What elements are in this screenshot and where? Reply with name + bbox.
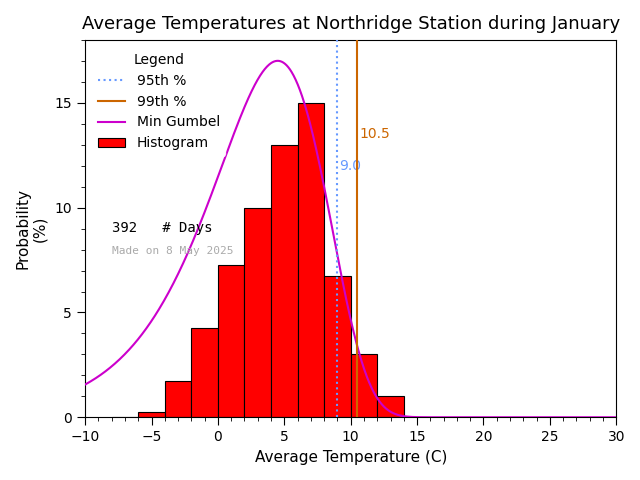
Bar: [244, 208, 271, 417]
X-axis label: Average Temperature (C): Average Temperature (C): [255, 450, 447, 465]
Title: Average Temperatures at Northridge Station during January: Average Temperatures at Northridge Stati…: [81, 15, 620, 33]
Legend: 95th %, 99th %, Min Gumbel, Histogram: 95th %, 99th %, Min Gumbel, Histogram: [92, 47, 225, 156]
Bar: [218, 265, 244, 417]
Bar: [377, 396, 404, 417]
Y-axis label: Probability
(%): Probability (%): [15, 188, 47, 269]
Bar: [351, 354, 377, 417]
Bar: [271, 145, 298, 417]
Bar: [138, 412, 165, 417]
Text: 9.0: 9.0: [339, 159, 362, 173]
Bar: [191, 328, 218, 417]
Text: Made on 8 May 2025: Made on 8 May 2025: [112, 246, 233, 256]
Bar: [324, 276, 351, 417]
Bar: [298, 103, 324, 417]
Bar: [165, 381, 191, 417]
Text: 10.5: 10.5: [359, 127, 390, 142]
Text: 392   # Days: 392 # Days: [112, 221, 212, 235]
